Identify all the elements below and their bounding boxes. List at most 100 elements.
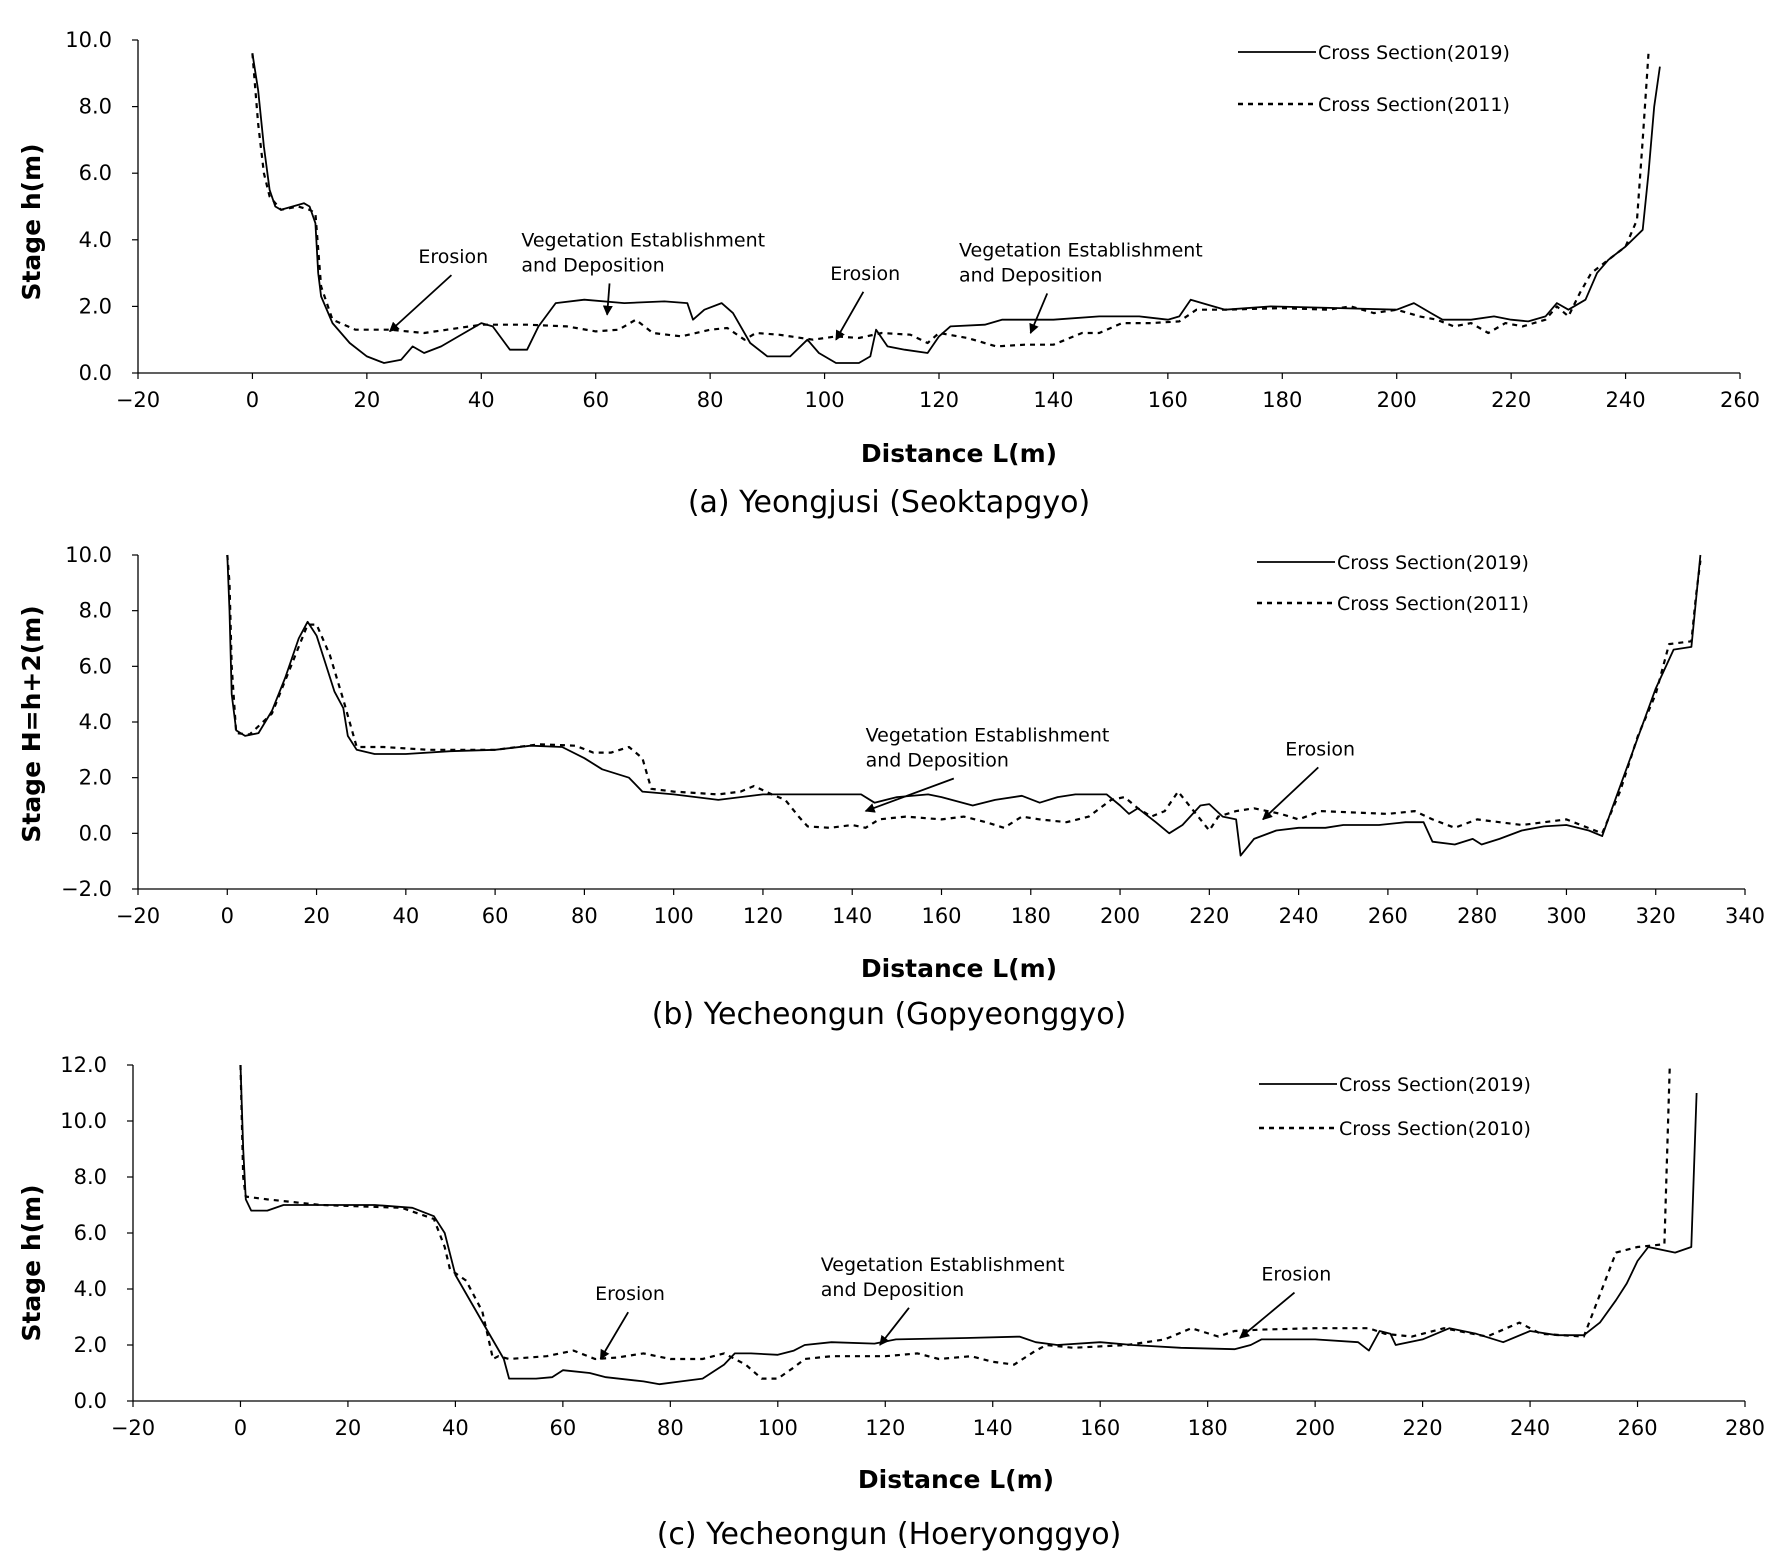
- y-tick-label: 2.0: [79, 294, 112, 318]
- x-tick-label: 260: [1368, 904, 1408, 928]
- x-tick-label: 220: [1189, 904, 1229, 928]
- y-axis-title: Stage h(m): [17, 1184, 46, 1341]
- x-tick-label: 260: [1720, 388, 1760, 412]
- y-tick-label: 8.0: [79, 599, 112, 623]
- x-tick-label: 160: [1080, 1416, 1120, 1440]
- x-tick-label: 20: [335, 1416, 362, 1440]
- y-tick-label: 4.0: [79, 228, 112, 252]
- x-tick-label: 160: [1148, 388, 1188, 412]
- x-tick-label: 200: [1377, 388, 1417, 412]
- y-tick-label: 2.0: [79, 766, 112, 790]
- x-tick-label: 120: [919, 388, 959, 412]
- y-tick-label: 10.0: [65, 543, 112, 567]
- annotation-arrow: [835, 291, 865, 341]
- y-tick-label: 10.0: [65, 28, 112, 52]
- x-tick-label: 0: [234, 1416, 247, 1440]
- y-tick-label: 2.0: [74, 1333, 107, 1357]
- annotation-arrow: [879, 1307, 910, 1346]
- legend-label: Cross Section(2019): [1318, 42, 1510, 64]
- x-tick-label: 100: [805, 388, 845, 412]
- legend-label: Cross Section(2011): [1318, 94, 1510, 116]
- x-tick-label: 240: [1606, 388, 1646, 412]
- annotation-arrow: [389, 274, 453, 333]
- series-line: [226, 554, 1702, 835]
- x-tick-label: 140: [832, 904, 872, 928]
- series-line: [239, 1064, 1698, 1386]
- x-tick-label: 280: [1457, 904, 1497, 928]
- y-tick-label: 6.0: [79, 654, 112, 678]
- x-tick-label: 120: [865, 1416, 905, 1440]
- y-tick-label: 0.0: [79, 821, 112, 845]
- annotation-arrow: [864, 777, 955, 813]
- y-tick-label: 8.0: [74, 1165, 107, 1189]
- x-tick-label: 140: [973, 1416, 1013, 1440]
- x-tick-label: 100: [654, 904, 694, 928]
- x-tick-label: 20: [353, 388, 380, 412]
- legend-label: Cross Section(2019): [1337, 552, 1529, 574]
- x-tick-label: −20: [116, 904, 160, 928]
- series-line: [239, 1064, 1671, 1380]
- x-axis-title: Distance L(m): [858, 1465, 1054, 1494]
- y-tick-label: 4.0: [74, 1277, 107, 1301]
- x-tick-label: 0: [221, 904, 234, 928]
- annotation-arrow: [1262, 766, 1319, 821]
- x-tick-label: 160: [921, 904, 961, 928]
- annotation-text: Erosion: [830, 263, 900, 285]
- annotation-arrow: [1239, 1291, 1296, 1339]
- y-tick-label: 6.0: [79, 161, 112, 185]
- series-line: [251, 53, 1661, 364]
- x-axis-title: Distance L(m): [861, 439, 1057, 468]
- y-tick-label: −2.0: [61, 877, 112, 901]
- x-tick-label: 20: [303, 904, 330, 928]
- x-tick-label: 100: [758, 1416, 798, 1440]
- x-tick-label: 40: [442, 1416, 469, 1440]
- y-tick-label: 8.0: [79, 95, 112, 119]
- annotation-text: Erosion: [418, 246, 488, 268]
- x-tick-label: 140: [1033, 388, 1073, 412]
- series-line: [226, 554, 1702, 857]
- panel-caption: (c) Yecheongun (Hoeryonggyo): [657, 1517, 1122, 1552]
- x-tick-label: 340: [1725, 904, 1765, 928]
- y-axis-title: Stage H=h+2(m): [17, 605, 46, 842]
- x-tick-label: 180: [1011, 904, 1051, 928]
- x-axis-title: Distance L(m): [861, 954, 1057, 983]
- panel-a: (a) Yeongjusi (Seoktapgyo) Distance L(m)…: [17, 28, 1760, 520]
- x-tick-label: 60: [549, 1416, 576, 1440]
- annotation-arrow: [602, 283, 613, 316]
- annotation-text: Vegetation Establishment and Deposition: [521, 229, 765, 276]
- x-tick-label: 240: [1510, 1416, 1550, 1440]
- x-tick-label: −20: [111, 1416, 155, 1440]
- x-tick-label: 180: [1188, 1416, 1228, 1440]
- panel-caption: (b) Yecheongun (Gopyeonggyo): [652, 997, 1127, 1032]
- annotation-text: Erosion: [595, 1283, 665, 1305]
- x-tick-label: 0: [246, 388, 259, 412]
- legend-label: Cross Section(2010): [1339, 1118, 1531, 1140]
- y-tick-label: 6.0: [74, 1221, 107, 1245]
- y-axis-title: Stage h(m): [17, 143, 46, 300]
- annotation-arrow: [599, 1311, 629, 1360]
- x-tick-label: 120: [743, 904, 783, 928]
- x-tick-label: 240: [1279, 904, 1319, 928]
- x-tick-label: 60: [482, 904, 509, 928]
- x-tick-label: 260: [1617, 1416, 1657, 1440]
- x-tick-label: 180: [1262, 388, 1302, 412]
- panel-b: (b) Yecheongun (Gopyeonggyo) Distance L(…: [17, 543, 1765, 1032]
- annotation-text: Vegetation Establishment and Deposition: [821, 1254, 1065, 1301]
- x-tick-label: 80: [697, 388, 724, 412]
- annotation-arrow: [1029, 293, 1049, 334]
- y-tick-label: 0.0: [79, 361, 112, 385]
- y-tick-label: 12.0: [60, 1053, 107, 1077]
- legend-label: Cross Section(2019): [1339, 1074, 1531, 1096]
- series-line: [251, 53, 1650, 348]
- x-tick-label: 200: [1295, 1416, 1335, 1440]
- annotation-text: Erosion: [1285, 738, 1355, 760]
- x-tick-label: 220: [1491, 388, 1531, 412]
- y-tick-label: 0.0: [74, 1389, 107, 1413]
- x-tick-label: 220: [1403, 1416, 1443, 1440]
- y-tick-label: 4.0: [79, 710, 112, 734]
- annotation-text: Erosion: [1261, 1264, 1331, 1286]
- panel-caption: (a) Yeongjusi (Seoktapgyo): [688, 485, 1090, 520]
- panel-c: (c) Yecheongun (Hoeryonggyo) Distance L(…: [17, 1053, 1765, 1552]
- y-tick-label: 10.0: [60, 1109, 107, 1133]
